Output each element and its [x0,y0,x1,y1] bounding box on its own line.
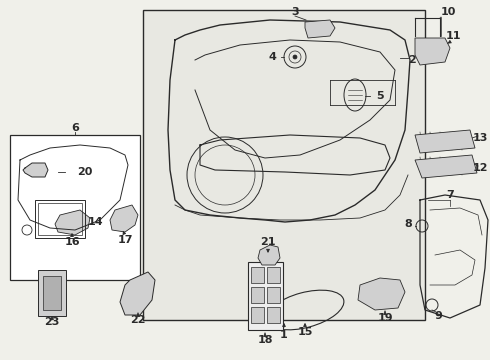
Text: 7: 7 [446,190,454,200]
Text: 23: 23 [44,317,60,327]
Bar [267,267,280,283]
Text: 8: 8 [404,219,412,229]
Text: 20: 20 [77,167,93,177]
Text: 13: 13 [472,133,488,143]
Bar [251,267,264,283]
Polygon shape [305,20,335,38]
Text: 2: 2 [408,55,416,65]
Circle shape [293,55,297,59]
Text: 21: 21 [260,237,276,247]
Bar [248,262,283,330]
Bar [43,276,61,310]
Polygon shape [258,245,280,265]
Text: 10: 10 [441,7,456,17]
Bar [38,270,66,316]
Text: 6: 6 [71,123,79,133]
Text: 22: 22 [130,315,146,325]
Polygon shape [415,155,477,178]
Text: 16: 16 [64,237,80,247]
Text: 18: 18 [257,335,273,345]
Polygon shape [358,278,405,310]
Text: 15: 15 [297,327,313,337]
Bar [251,287,264,303]
Bar [10,135,140,280]
Text: 14: 14 [87,217,103,227]
Text: 3: 3 [291,7,299,17]
Bar [35,200,85,238]
Bar [143,10,425,320]
Text: 4: 4 [268,52,276,62]
Text: 11: 11 [445,31,461,41]
Bar [267,287,280,303]
Text: 1: 1 [280,330,288,340]
Polygon shape [110,205,138,232]
Bar [267,307,280,323]
Polygon shape [415,38,450,65]
Text: 19: 19 [377,313,393,323]
Bar [251,307,264,323]
Polygon shape [55,210,90,235]
Text: 5: 5 [376,91,384,101]
Text: 12: 12 [472,163,488,173]
Polygon shape [23,163,48,177]
Polygon shape [120,272,155,315]
Bar [38,203,82,235]
Text: 9: 9 [434,311,442,321]
Text: 17: 17 [117,235,133,245]
Polygon shape [415,130,475,153]
Text: 7: 7 [50,287,54,293]
